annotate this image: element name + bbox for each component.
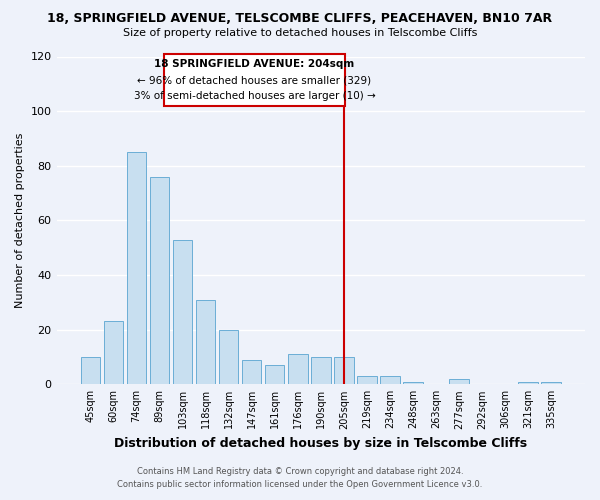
Bar: [449, 379, 469, 384]
Text: ← 96% of detached houses are smaller (329): ← 96% of detached houses are smaller (32…: [137, 76, 371, 86]
Bar: [219, 330, 238, 384]
Bar: [403, 382, 423, 384]
Bar: [518, 382, 538, 384]
Bar: [288, 354, 308, 384]
Y-axis label: Number of detached properties: Number of detached properties: [15, 132, 25, 308]
Text: 18, SPRINGFIELD AVENUE, TELSCOMBE CLIFFS, PEACEHAVEN, BN10 7AR: 18, SPRINGFIELD AVENUE, TELSCOMBE CLIFFS…: [47, 12, 553, 26]
X-axis label: Distribution of detached houses by size in Telscombe Cliffs: Distribution of detached houses by size …: [114, 437, 527, 450]
Text: 3% of semi-detached houses are larger (10) →: 3% of semi-detached houses are larger (1…: [134, 90, 376, 101]
Bar: [173, 240, 193, 384]
Bar: [104, 322, 123, 384]
Bar: [80, 357, 100, 384]
Bar: [541, 382, 561, 384]
Bar: [127, 152, 146, 384]
FancyBboxPatch shape: [164, 54, 345, 106]
Bar: [265, 365, 284, 384]
Text: Size of property relative to detached houses in Telscombe Cliffs: Size of property relative to detached ho…: [123, 28, 477, 38]
Bar: [149, 176, 169, 384]
Text: 18 SPRINGFIELD AVENUE: 204sqm: 18 SPRINGFIELD AVENUE: 204sqm: [154, 59, 355, 69]
Bar: [311, 357, 331, 384]
Bar: [380, 376, 400, 384]
Text: Contains HM Land Registry data © Crown copyright and database right 2024.
Contai: Contains HM Land Registry data © Crown c…: [118, 467, 482, 489]
Bar: [196, 300, 215, 384]
Bar: [334, 357, 353, 384]
Bar: [242, 360, 262, 384]
Bar: [357, 376, 377, 384]
